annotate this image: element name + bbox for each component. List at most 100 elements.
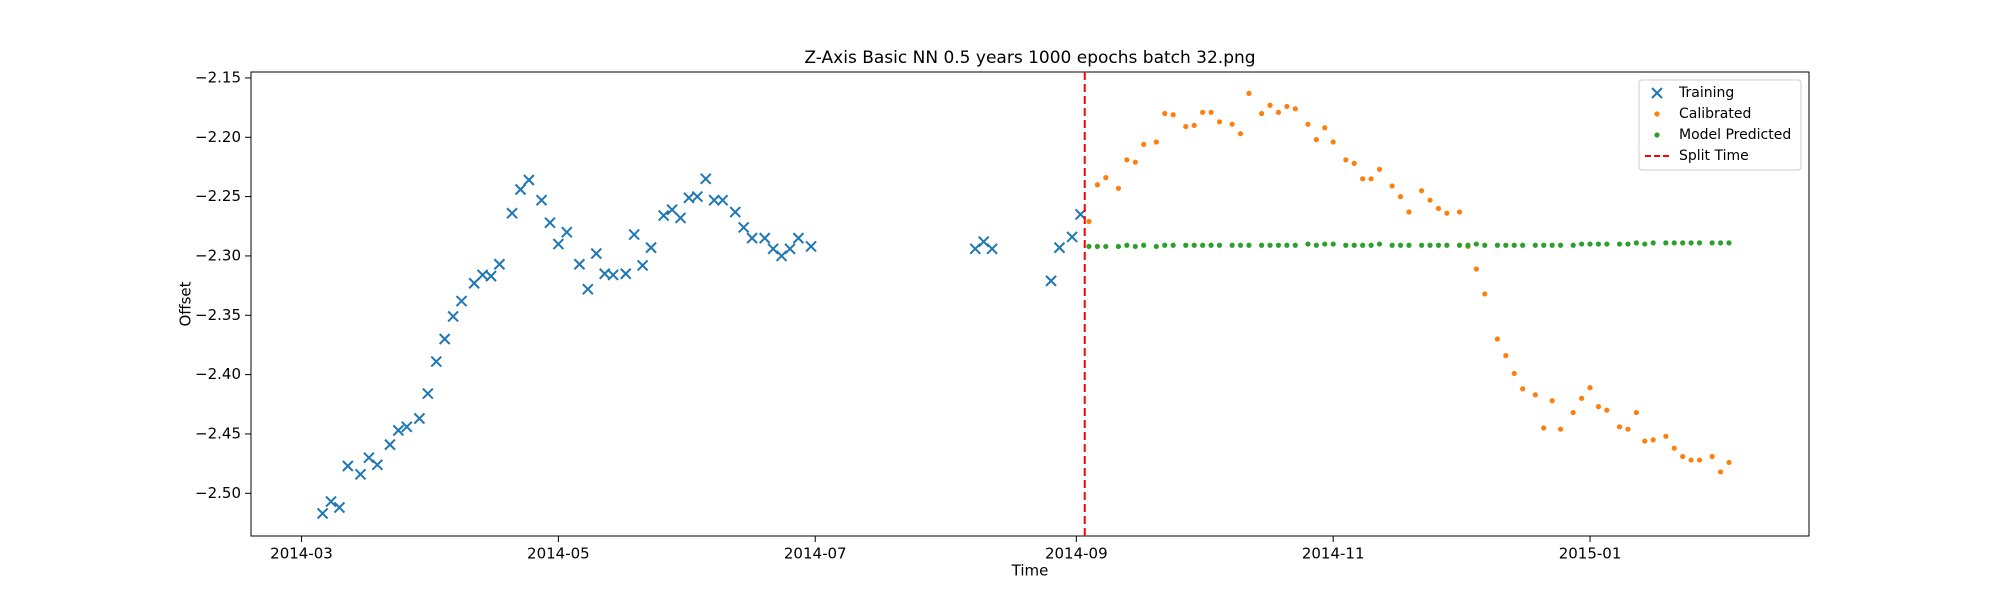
data-point — [1633, 409, 1639, 416]
training-point — [645, 241, 657, 254]
data-point — [1389, 183, 1395, 189]
data-point — [1368, 176, 1374, 182]
training-point — [325, 495, 337, 508]
data-point — [1444, 242, 1450, 248]
data-point — [1406, 209, 1412, 215]
data-point — [1642, 241, 1648, 247]
y-tick-label: −2.40 — [195, 365, 241, 383]
training-point — [784, 243, 796, 255]
data-point — [1200, 242, 1206, 248]
data-point — [1680, 453, 1686, 460]
data-point — [1360, 242, 1366, 248]
data-point — [1246, 242, 1252, 248]
training-point — [447, 310, 459, 323]
training-point — [674, 212, 687, 224]
x-tick-label: 2014-05 — [527, 545, 590, 563]
training-point — [759, 232, 771, 244]
legend-marker — [1654, 132, 1660, 138]
data-point — [1633, 240, 1639, 246]
training-point — [422, 387, 434, 400]
data-point — [1688, 240, 1694, 246]
data-point — [1663, 433, 1669, 439]
data-point — [1465, 242, 1471, 248]
data-point — [1305, 241, 1311, 247]
data-point — [1258, 110, 1265, 117]
data-point — [1696, 240, 1703, 246]
training-point — [1066, 231, 1078, 243]
data-point — [1389, 242, 1395, 248]
x-tick-label: 2014-11 — [1302, 545, 1365, 563]
training-point — [493, 258, 506, 270]
data-point — [1376, 166, 1383, 172]
data-point — [1709, 240, 1715, 246]
data-point — [1503, 353, 1509, 359]
data-point — [1456, 242, 1463, 248]
y-tick-label: −2.30 — [195, 246, 241, 264]
data-point — [1579, 395, 1585, 401]
data-point — [1246, 90, 1252, 96]
legend-label: Calibrated — [1679, 106, 1751, 122]
training-point — [354, 468, 367, 480]
data-point — [1351, 242, 1357, 248]
data-point — [1726, 240, 1732, 246]
training-point — [544, 217, 556, 229]
data-point — [1267, 242, 1273, 248]
data-point — [1124, 242, 1130, 248]
data-point — [1541, 425, 1547, 431]
training-point — [342, 460, 354, 472]
x-tick-label: 2015-01 — [1559, 545, 1622, 563]
data-point — [1570, 242, 1576, 248]
data-point — [1313, 242, 1319, 248]
data-point — [1456, 209, 1463, 215]
data-point — [1625, 241, 1631, 247]
data-point — [1322, 125, 1328, 131]
data-point — [1200, 109, 1206, 115]
training-point — [371, 459, 384, 471]
data-point — [1229, 121, 1235, 127]
x-tick-label: 2014-09 — [1045, 545, 1108, 563]
data-point — [1709, 453, 1715, 460]
x-tick-label: 2014-07 — [784, 545, 847, 563]
training-point — [552, 238, 565, 250]
training-point — [401, 421, 413, 433]
chart-title: Z-Axis Basic NN 0.5 years 1000 epochs ba… — [804, 48, 1255, 68]
x-tick-label: 2014-03 — [270, 545, 333, 563]
data-point — [1663, 240, 1669, 246]
training-point — [708, 194, 720, 206]
training-point — [607, 269, 619, 281]
y-axis-label: Offset — [177, 281, 195, 326]
data-point — [1343, 242, 1349, 248]
data-point — [1216, 242, 1223, 248]
data-point — [1124, 157, 1130, 163]
training-point — [384, 438, 396, 451]
data-point — [1368, 242, 1374, 248]
training-point — [506, 207, 518, 219]
data-point — [1141, 242, 1147, 248]
data-point — [1688, 457, 1694, 463]
data-point — [1275, 242, 1282, 248]
data-point — [1406, 242, 1412, 248]
data-point — [1726, 459, 1732, 466]
training-point — [316, 507, 329, 520]
data-point — [1482, 291, 1488, 297]
training-point — [468, 277, 480, 289]
data-point — [1330, 241, 1336, 247]
training-point — [573, 258, 586, 270]
data-point — [1094, 243, 1100, 250]
data-point — [1625, 426, 1631, 432]
data-point — [1284, 103, 1290, 110]
training-point — [523, 174, 535, 186]
data-point — [1351, 160, 1357, 166]
training-point — [485, 270, 497, 282]
training-point — [333, 501, 346, 514]
training-point — [438, 333, 451, 345]
data-point — [1671, 240, 1677, 246]
data-point — [1444, 210, 1450, 216]
data-point — [1343, 157, 1349, 163]
legend-label: Model Predicted — [1679, 127, 1791, 143]
data-point — [1650, 240, 1656, 246]
data-point — [1494, 336, 1500, 342]
data-point — [1170, 242, 1176, 248]
